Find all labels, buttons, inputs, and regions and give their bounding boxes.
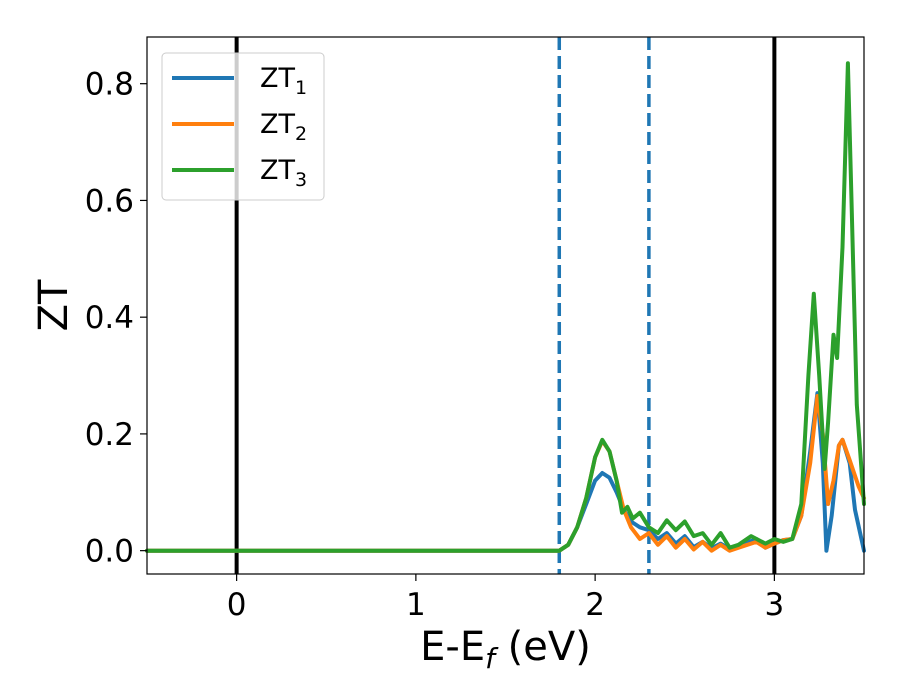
y-tick-label: 0.4: [85, 300, 134, 336]
y-tick-label: 0.0: [85, 534, 134, 570]
legend: ZT1 ZT2 ZT3: [161, 52, 325, 201]
series-line-3: [145, 61, 866, 553]
y-axis-label: ZT: [31, 279, 77, 331]
x-tick-label: 3: [765, 587, 785, 623]
legend-label-3: ZT3: [260, 155, 307, 191]
y-tick-label: 0.2: [85, 417, 134, 453]
series-lines: [145, 61, 866, 553]
legend-box: [161, 52, 325, 201]
x-axis-label: E-Ef (eV): [420, 624, 591, 675]
series-line-2: [145, 394, 866, 553]
y-axis-ticks: 0.0 0.2 0.4 0.6 0.8: [85, 67, 147, 570]
legend-label-1: ZT1: [260, 63, 307, 99]
legend-label-2: ZT2: [260, 109, 307, 145]
x-tick-label: 2: [585, 587, 605, 623]
y-tick-label: 0.6: [85, 183, 134, 219]
plot-frame: [146, 36, 865, 575]
x-axis-ticks: 0 1 2 3: [227, 574, 784, 623]
x-tick-label: 0: [227, 587, 247, 623]
x-tick-label: 1: [406, 587, 426, 623]
series-line-1: [145, 391, 866, 553]
y-tick-label: 0.8: [85, 67, 134, 103]
